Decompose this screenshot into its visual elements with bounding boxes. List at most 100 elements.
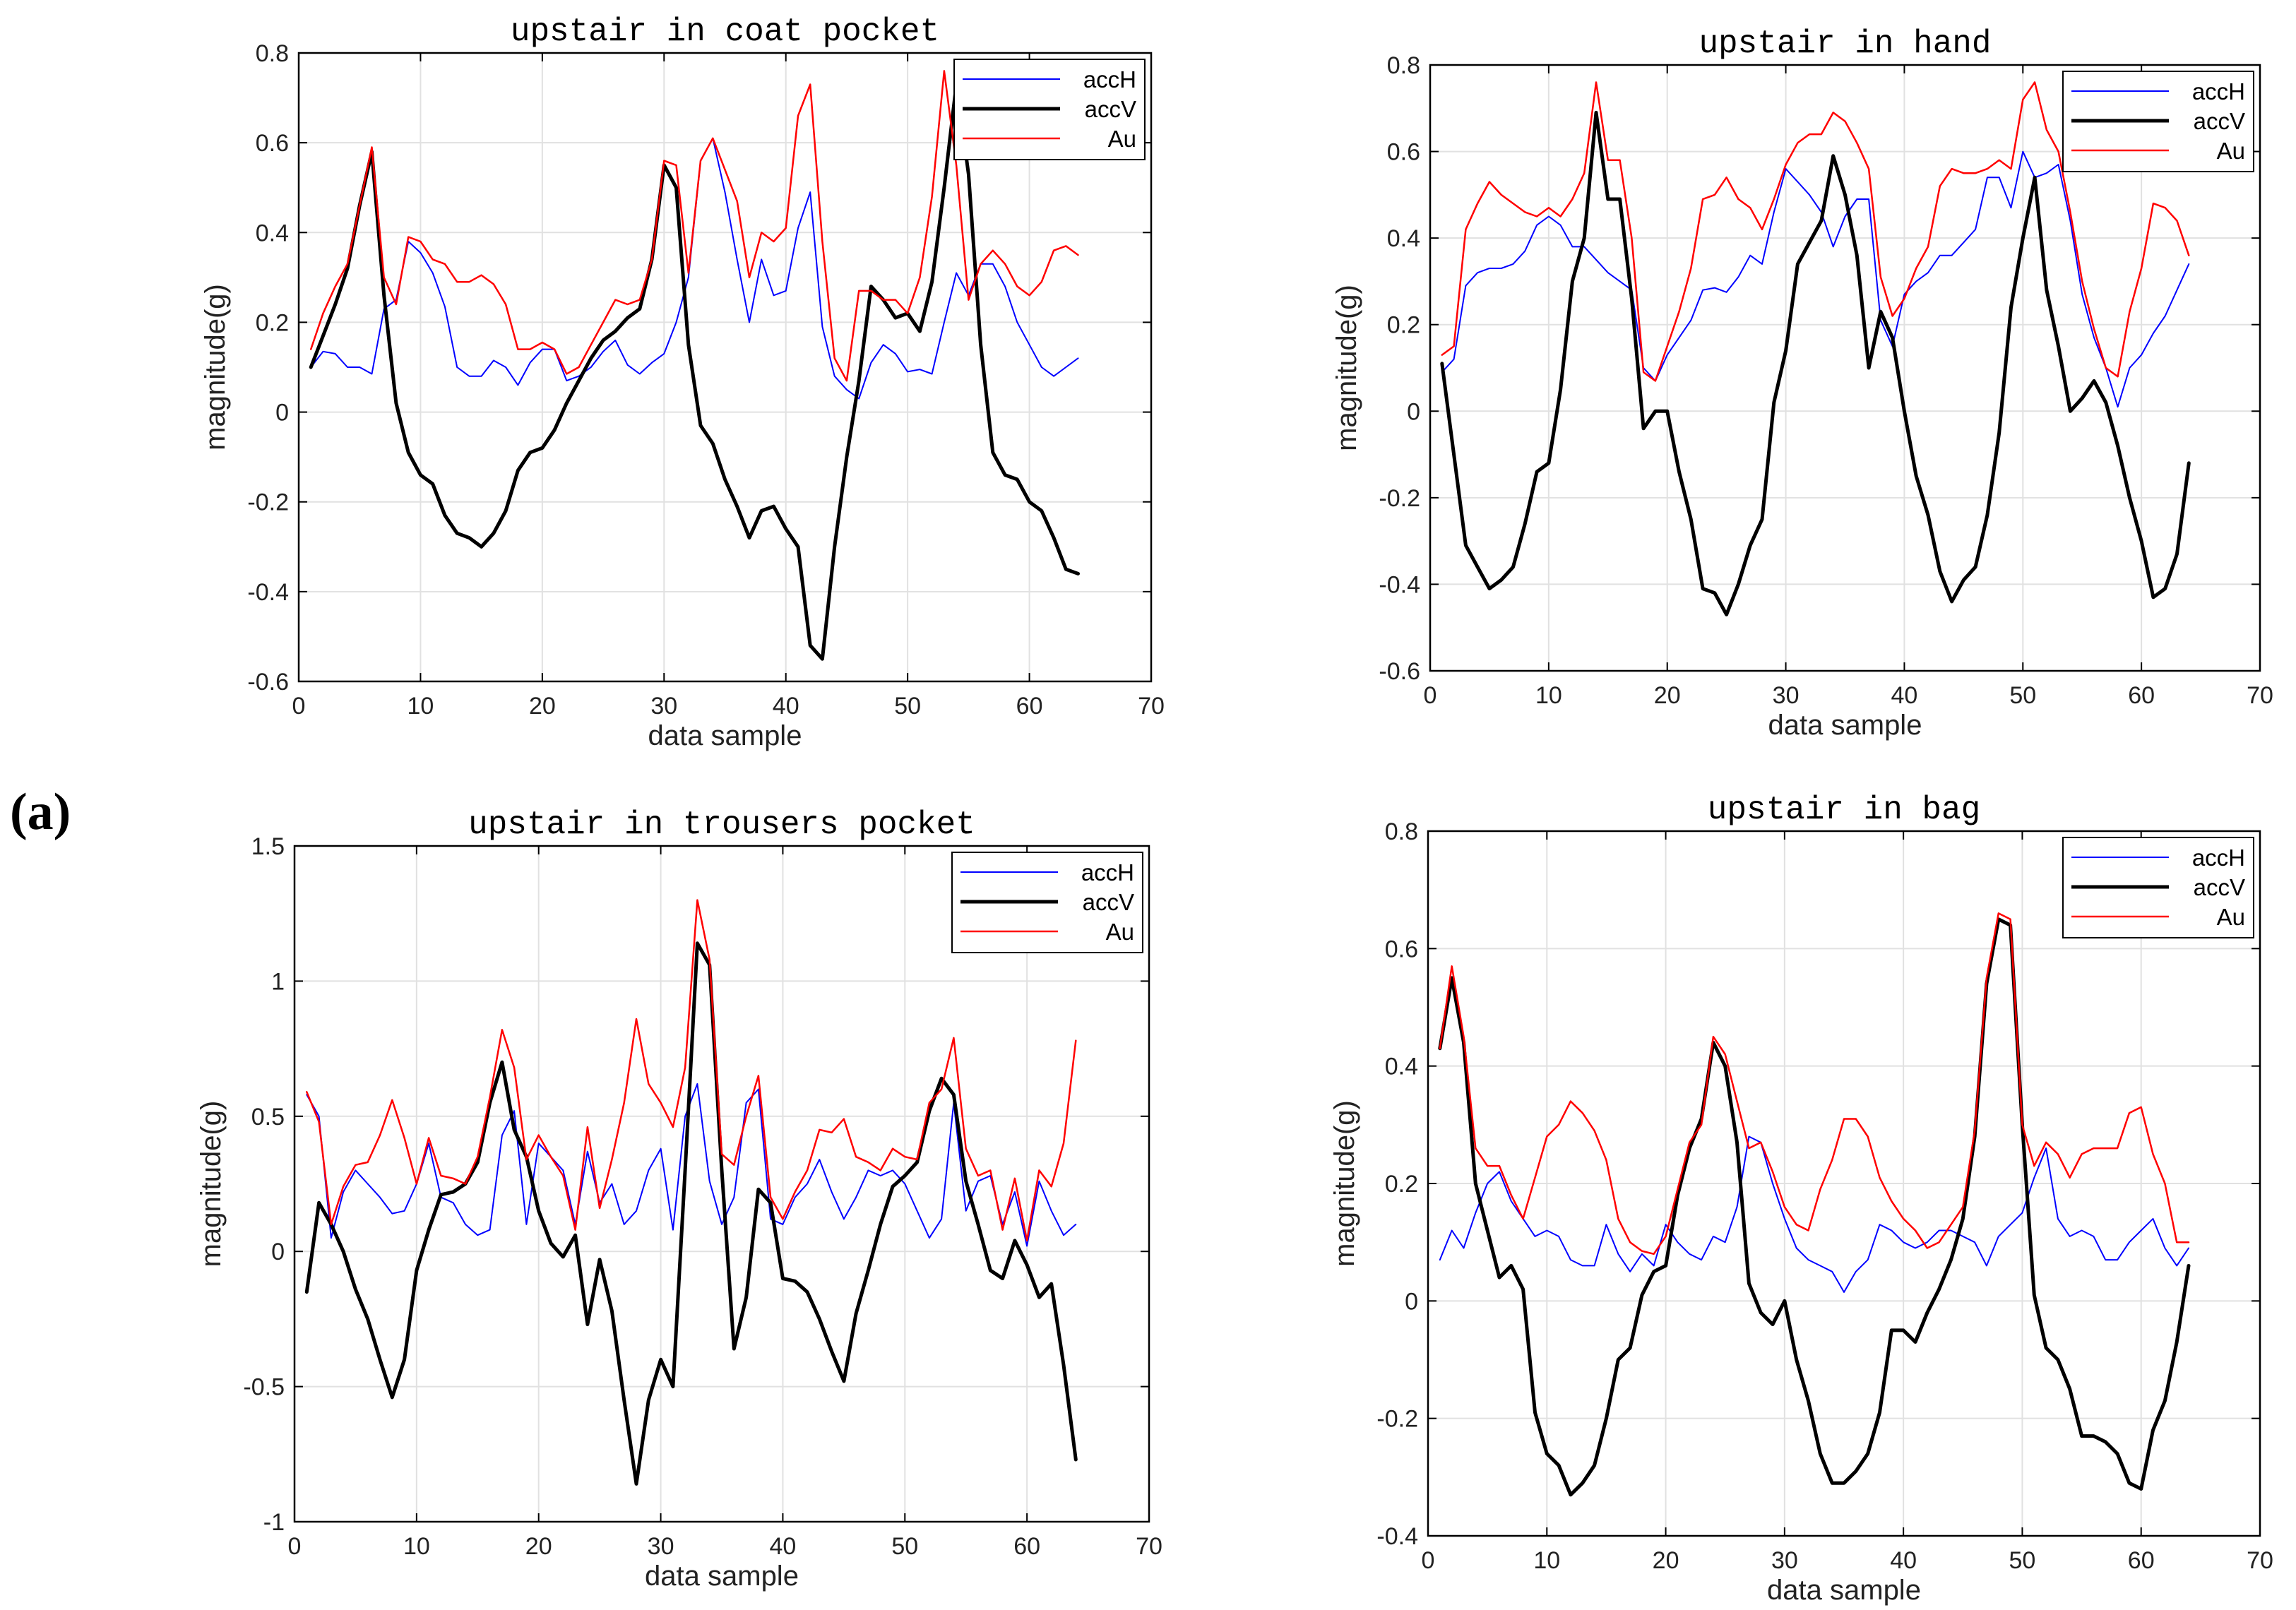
series-points-Au <box>1439 913 2189 1254</box>
series-points-Au <box>1441 82 2189 381</box>
x-axis-label: data sample <box>645 1561 799 1592</box>
y-tick-label: 0.6 <box>1387 139 1420 166</box>
series-line-Au <box>1441 81 2190 382</box>
chart-title: upstair in trousers pocket <box>468 806 975 843</box>
y-tick-label: 1 <box>271 968 285 995</box>
legend-label-Au: Au <box>2217 904 2245 930</box>
x-tick-label: 20 <box>1653 1547 1679 1574</box>
y-tick-label: -1 <box>263 1509 285 1536</box>
x-tick-label: 70 <box>2247 682 2273 709</box>
x-tick-label: 70 <box>1136 1533 1162 1560</box>
y-tick-label: 0.8 <box>1387 52 1420 79</box>
y-axis-label: magnitude(g) <box>196 1101 227 1268</box>
series-points-accV <box>1441 112 2189 615</box>
y-tick-label: 0.6 <box>256 130 289 157</box>
chart-title: upstair in bag <box>1708 792 1980 828</box>
x-tick-label: 20 <box>1654 682 1681 709</box>
legend-label-Au: Au <box>1108 126 1136 152</box>
legend: accH accV Au <box>2062 71 2254 172</box>
legend-label-accH: accH <box>2192 78 2245 105</box>
series-points-Au <box>307 900 1076 1241</box>
legend: accH accV Au <box>2062 837 2254 938</box>
axes-frame <box>1429 64 2261 672</box>
series-line-accV <box>1440 110 2191 616</box>
x-tick-label: 70 <box>2247 1547 2273 1574</box>
legend-label-Au: Au <box>2217 138 2245 164</box>
x-tick-label: 50 <box>2009 1547 2036 1574</box>
x-axis-label: data sample <box>1767 1575 1921 1606</box>
chart-3: 0 10 20 30 40 50 60 70 -1 -0.5 0 0.5 1 1.5 upstair in … <box>196 806 1162 1592</box>
chart-1: 0 10 20 30 40 50 60 70 -0.6 -0.4 -0.2 0 0.2 0.4 0.6 0.8… <box>200 13 1165 751</box>
x-tick-label: 10 <box>408 693 434 720</box>
legend-label-accH: accH <box>2192 845 2245 871</box>
x-tick-label: 70 <box>1138 693 1165 720</box>
y-tick-label: -0.4 <box>247 579 289 606</box>
series-line-accH <box>1441 150 2190 408</box>
series-line-accV <box>304 941 1078 1486</box>
legend: accH accV Au <box>953 59 1146 160</box>
x-tick-label: 0 <box>288 1533 302 1560</box>
y-tick-label: -0.4 <box>1376 1523 1418 1550</box>
y-tick-label: 0.4 <box>256 220 289 246</box>
y-tick-label: -0.4 <box>1379 571 1420 598</box>
x-tick-label: 60 <box>2128 1547 2155 1574</box>
y-tick-label: 1.5 <box>251 833 285 860</box>
x-tick-label: 10 <box>403 1533 430 1560</box>
x-tick-label: 0 <box>1422 1547 1435 1574</box>
y-tick-label: 0.2 <box>1387 312 1420 339</box>
series-line-Au <box>306 899 1077 1242</box>
y-axis-label: magnitude(g) <box>1329 1100 1360 1267</box>
x-tick-label: 50 <box>891 1533 918 1560</box>
x-axis-label: data sample <box>1768 710 1922 741</box>
y-axis-label: magnitude(g) <box>1331 285 1362 451</box>
legend: accH accV Au <box>951 852 1143 953</box>
y-tick-label: 0 <box>271 1239 285 1265</box>
x-tick-label: 60 <box>2128 682 2155 709</box>
y-tick-label: -0.2 <box>1376 1406 1418 1433</box>
x-tick-label: 50 <box>894 693 921 720</box>
x-tick-label: 30 <box>1771 1547 1798 1574</box>
legend-label-accV: accV <box>1085 96 1136 122</box>
axes-frame <box>297 52 1153 683</box>
series-points-accH <box>1439 1136 2189 1292</box>
y-tick-label: 0.8 <box>256 40 289 67</box>
y-tick-label: 0.4 <box>1387 225 1420 252</box>
y-tick-label: -0.6 <box>1379 658 1420 685</box>
x-tick-label: 0 <box>1424 682 1437 709</box>
x-tick-label: 10 <box>1533 1547 1560 1574</box>
x-tick-label: 30 <box>648 1533 674 1560</box>
y-tick-label: 0.2 <box>256 309 289 336</box>
chart-title: upstair in coat pocket <box>511 13 939 50</box>
x-tick-label: 30 <box>1773 682 1800 709</box>
y-tick-label: 0.8 <box>1385 818 1418 845</box>
x-tick-label: 60 <box>1016 693 1043 720</box>
x-axis-label: data sample <box>648 720 802 751</box>
x-tick-label: 20 <box>529 693 556 720</box>
chart-title: upstair in hand <box>1699 25 1991 62</box>
x-tick-label: 20 <box>525 1533 552 1560</box>
chart-2: 0 10 20 30 40 50 60 70 -0.6 -0.4 -0.2 0 0.2 0.4 0.6 0.8… <box>1331 25 2273 741</box>
legend-label-accV: accV <box>2194 108 2245 134</box>
legend-label-accV: accV <box>1083 889 1134 915</box>
panel-label: (a) <box>10 783 71 841</box>
series-line-accV <box>309 83 1080 661</box>
chart-4: 0 10 20 30 40 50 60 70 -0.4 -0.2 0 0.2 0.4 0.6 0.8 upst… <box>1329 792 2273 1606</box>
y-tick-label: -0.5 <box>243 1374 285 1401</box>
x-tick-label: 30 <box>650 693 677 720</box>
legend-label-accH: accH <box>1081 859 1134 886</box>
x-tick-label: 40 <box>1891 682 1918 709</box>
y-tick-label: 0.6 <box>1385 936 1418 962</box>
series-line-accV <box>1438 917 2191 1497</box>
y-tick-label: -0.2 <box>247 489 289 516</box>
series-points-Au <box>311 71 1078 381</box>
x-tick-label: 50 <box>2009 682 2036 709</box>
axes-frame <box>293 845 1150 1523</box>
series-line-accH <box>306 1083 1077 1247</box>
x-tick-label: 0 <box>292 693 306 720</box>
x-tick-label: 40 <box>770 1533 797 1560</box>
x-tick-label: 40 <box>773 693 799 720</box>
y-tick-label: -0.6 <box>247 669 289 696</box>
y-tick-label: -0.2 <box>1379 485 1420 512</box>
series-line-Au <box>309 70 1079 382</box>
